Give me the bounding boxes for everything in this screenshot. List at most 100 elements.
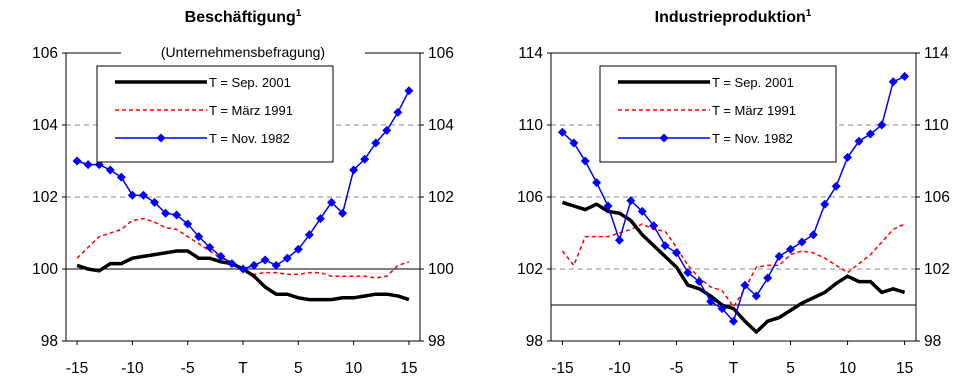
y-tick-label-left: 98 [526, 333, 543, 350]
data-point [694, 277, 704, 287]
data-point [172, 210, 182, 220]
x-tick-label: -15 [551, 360, 573, 377]
data-point [740, 280, 750, 290]
data-point [260, 255, 270, 265]
data-point [216, 251, 226, 261]
data-point [338, 208, 348, 218]
y-tick-label-left: 110 [518, 117, 543, 134]
data-point [116, 172, 126, 182]
y-tick-label-left: 100 [32, 261, 58, 278]
legend-marker [659, 133, 669, 143]
y-tick-label-left: 98 [41, 333, 58, 350]
legend-label: T = Sep. 2001 [712, 75, 794, 90]
x-tick-label: 5 [786, 360, 795, 377]
data-point [349, 165, 359, 175]
data-point [127, 190, 137, 200]
data-point [382, 125, 392, 135]
data-point [138, 190, 148, 200]
x-tick-label: 10 [839, 360, 857, 377]
data-point [580, 156, 590, 166]
data-point [371, 138, 381, 148]
data-point [706, 296, 716, 306]
data-point [105, 165, 115, 175]
data-point [315, 214, 325, 224]
y-tick-label-right: 102 [428, 189, 454, 206]
data-point [877, 120, 887, 130]
series-line-1 [76, 249, 410, 302]
data-point [72, 156, 82, 166]
y-tick-label-right: 114 [924, 45, 949, 62]
data-point [786, 244, 796, 254]
data-point [637, 206, 647, 216]
chart-title-superscript: 1 [806, 8, 812, 19]
data-point [205, 242, 215, 252]
data-point [360, 154, 370, 164]
data-point [83, 160, 93, 170]
x-tick-label: T [238, 360, 248, 377]
data-point [557, 127, 567, 137]
data-point [227, 259, 237, 269]
legend-label: T = Nov. 1982 [712, 131, 793, 146]
data-point [404, 86, 414, 96]
data-point [797, 237, 807, 247]
data-point [626, 196, 636, 206]
chart-title: Industrieproduktion1 [655, 8, 812, 26]
chart-2: Industrieproduktion198102106110114981021… [517, 8, 950, 377]
data-point [161, 208, 171, 218]
x-tick-label: 5 [294, 360, 303, 377]
data-point [249, 260, 259, 270]
x-tick-label: -5 [670, 360, 684, 377]
y-tick-label-right: 98 [924, 333, 941, 350]
data-point [831, 181, 841, 191]
data-point [271, 260, 281, 270]
y-tick-label-right: 106 [924, 189, 950, 206]
series-line-2 [561, 223, 905, 309]
legend-label: T = Nov. 1982 [209, 131, 290, 146]
data-point [808, 230, 818, 240]
data-point [150, 197, 159, 207]
data-point [865, 129, 875, 139]
data-point [717, 304, 727, 314]
data-point [820, 199, 830, 209]
y-tick-label-left: 114 [518, 45, 543, 62]
data-point [751, 291, 761, 301]
x-tick-label: 10 [345, 360, 363, 377]
data-point [763, 273, 773, 283]
y-tick-label-left: 102 [32, 189, 58, 206]
legend-label: T = Sep. 2001 [209, 75, 291, 90]
y-tick-label-right: 98 [428, 333, 445, 350]
data-point [900, 71, 910, 81]
data-point [729, 316, 738, 326]
y-tick-label-right: 102 [924, 261, 950, 278]
chart-title-superscript: 1 [296, 8, 302, 19]
x-tick-label: -10 [121, 360, 144, 377]
data-point [888, 77, 898, 87]
x-tick-label: 15 [400, 360, 417, 377]
x-tick-label: -5 [181, 360, 195, 377]
chart-1: Beschäftigung1 98 100 102 104 106 98 100 102 104 1… [32, 8, 454, 377]
x-tick-label: -15 [66, 360, 88, 377]
data-point [282, 253, 292, 263]
y-tick-label-right: 110 [924, 117, 949, 134]
y-tick-label-left: 104 [32, 117, 58, 134]
legend-marker [156, 133, 166, 143]
data-point [671, 248, 681, 258]
data-point [393, 107, 403, 117]
legend-label: T = März 1991 [209, 103, 293, 118]
chart-title: Beschäftigung1 [185, 8, 302, 26]
data-point [592, 178, 602, 188]
y-tick-label-right: 100 [428, 261, 454, 278]
y-tick-label-left: 102 [517, 261, 543, 278]
x-tick-label: 15 [896, 360, 913, 377]
data-point [843, 152, 853, 162]
y-tick-label-right: 106 [428, 45, 454, 62]
series-line-1 [561, 200, 906, 335]
data-point [774, 251, 784, 261]
data-point [854, 136, 864, 146]
x-tick-label: T [729, 360, 739, 377]
data-point [660, 241, 670, 251]
data-point [569, 138, 579, 148]
data-point [683, 268, 693, 278]
data-point [238, 264, 248, 274]
